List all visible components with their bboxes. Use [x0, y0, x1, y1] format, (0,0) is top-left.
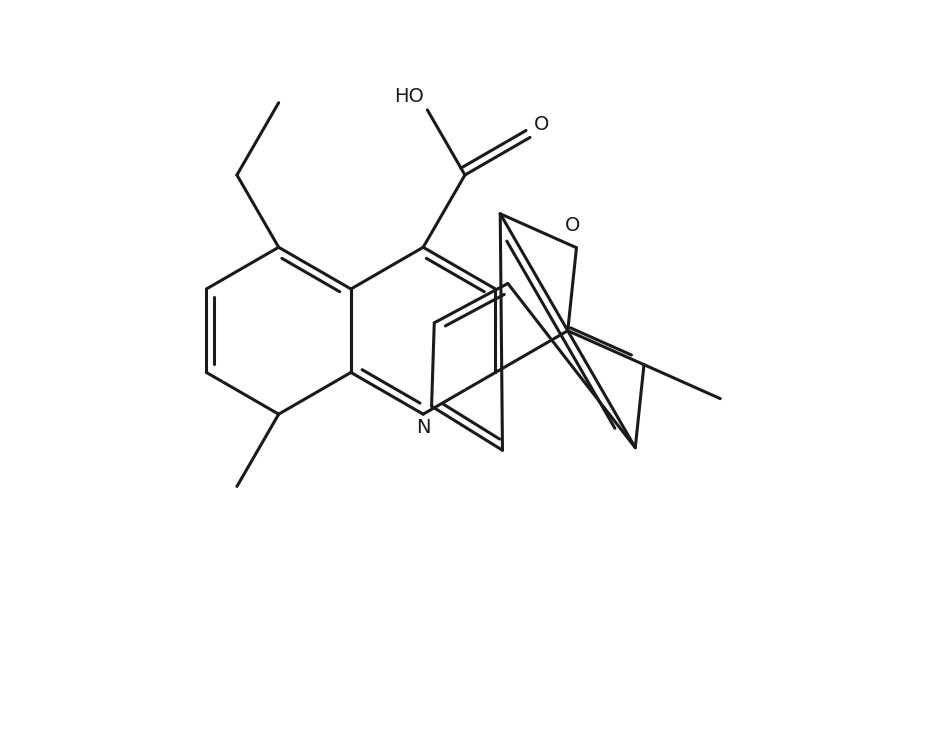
- Text: O: O: [565, 216, 580, 235]
- Text: HO: HO: [393, 87, 424, 106]
- Text: N: N: [416, 418, 430, 437]
- Text: O: O: [534, 115, 549, 134]
